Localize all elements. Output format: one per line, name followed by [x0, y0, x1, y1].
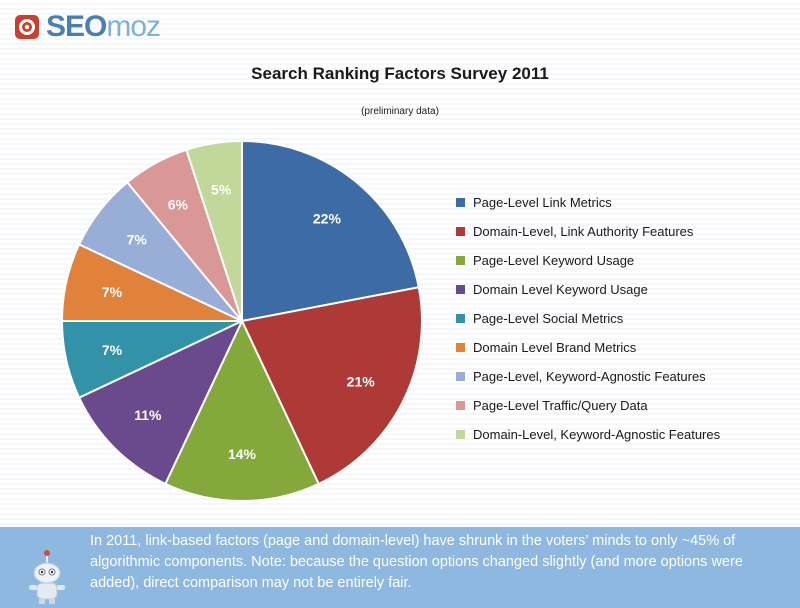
slice-data-label: 14% — [228, 446, 257, 462]
legend-swatch — [456, 401, 465, 410]
slice-data-label: 11% — [134, 407, 162, 423]
logo-moz-text: moz — [106, 10, 161, 43]
legend-item: Page-Level, Keyword-Agnostic Features — [456, 362, 720, 391]
footer-note: In 2011, link-based factors (page and do… — [90, 533, 743, 591]
logo-text: SEOmoz — [46, 10, 161, 44]
legend-label: Page-Level Keyword Usage — [473, 253, 635, 268]
legend-item: Domain-Level, Link Authority Features — [456, 217, 720, 246]
slice-data-label: 7% — [102, 284, 123, 300]
legend-item: Page-Level Social Metrics — [456, 304, 720, 333]
pie-slice — [241, 139, 420, 323]
slice-data-label: 22% — [313, 210, 342, 226]
logo-badge-icon — [15, 15, 39, 39]
legend-item: Page-Level Keyword Usage — [456, 246, 720, 275]
legend-label: Page-Level Link Metrics — [473, 195, 612, 210]
legend-swatch — [456, 198, 465, 207]
legend-label: Page-Level, Keyword-Agnostic Features — [473, 369, 706, 384]
legend-label: Page-Level Social Metrics — [473, 311, 624, 326]
logo-seo-text: SEO — [46, 10, 107, 43]
pie-slice — [164, 318, 320, 502]
legend-swatch — [456, 314, 465, 323]
chart-title: Search Ranking Factors Survey 2011 — [251, 64, 549, 83]
slice-data-label: 7% — [102, 342, 123, 358]
legend-label: Page-Level Traffic/Query Data — [473, 398, 648, 413]
legend-swatch — [456, 227, 465, 236]
robot-mascot-icon — [29, 550, 65, 604]
chart-subtitle: (preliminary data) — [361, 106, 439, 117]
seomoz-logo[interactable]: SEOmoz — [14, 10, 161, 44]
legend-item: Domain-Level, Keyword-Agnostic Features — [456, 420, 720, 449]
legend-item: Domain Level Keyword Usage — [456, 275, 720, 304]
pie-slice — [240, 286, 423, 486]
footer-banner: In 2011, link-based factors (page and do… — [0, 527, 800, 608]
pie-slice — [185, 139, 243, 322]
pie-chart: 22% 21% 14% 11% 7% 7% 7% 6% 5% — [60, 139, 423, 502]
legend-swatch — [456, 256, 465, 265]
slice-data-label: 7% — [127, 231, 148, 247]
legend-swatch — [456, 343, 465, 352]
legend-label: Domain Level Keyword Usage — [473, 282, 648, 297]
slice-data-label: 21% — [347, 373, 376, 389]
legend-swatch — [456, 372, 465, 381]
legend-swatch — [456, 430, 465, 439]
slice-data-label: 5% — [211, 181, 232, 197]
legend-item: Page-Level Traffic/Query Data — [456, 391, 720, 420]
legend-label: Domain-Level, Link Authority Features — [473, 224, 694, 239]
pie-slice — [77, 318, 245, 486]
legend-item: Page-Level Link Metrics — [456, 188, 720, 217]
legend-swatch — [456, 285, 465, 294]
legend-item: Domain Level Brand Metrics — [456, 333, 720, 362]
legend-label: Domain-Level, Keyword-Agnostic Features — [473, 427, 721, 442]
slice-data-label: 6% — [168, 196, 189, 212]
chart-legend: Page-Level Link Metrics Domain-Level, Lin… — [456, 188, 720, 449]
legend-label: Domain Level Brand Metrics — [473, 340, 637, 355]
